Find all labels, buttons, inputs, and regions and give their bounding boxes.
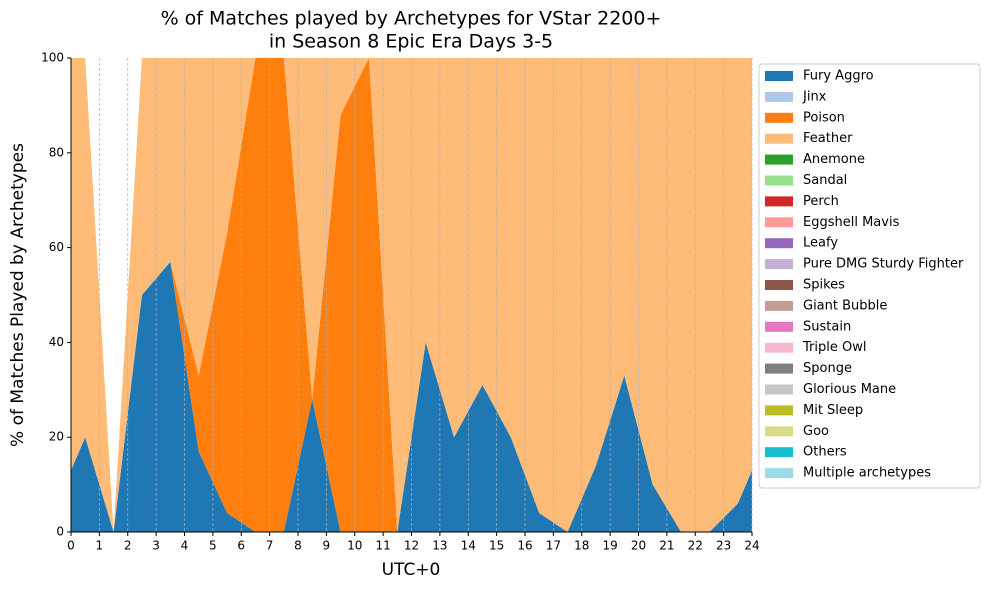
x-tick-label: 19 [602, 539, 617, 553]
legend: Fury Aggro Jinx Poison Feather Anemone Sandal… [765, 69, 964, 481]
legend-swatch [765, 300, 793, 311]
y-tick-label: 0 [56, 525, 64, 539]
x-tick-label: 2 [124, 539, 132, 553]
legend-swatch [765, 321, 793, 332]
legend-label: Anemone [803, 152, 865, 167]
legend-label: Leafy [803, 236, 838, 251]
y-tick-label: 40 [49, 335, 64, 349]
x-tick-label: 10 [347, 539, 362, 553]
x-tick-label: 13 [432, 539, 447, 553]
y-tick-label: 60 [49, 240, 64, 254]
legend-label: Jinx [802, 89, 827, 104]
legend-swatch [765, 259, 793, 270]
legend-swatch [765, 447, 793, 458]
legend-label: Eggshell Mavis [803, 215, 900, 230]
x-tick-label: 1 [96, 539, 104, 553]
legend-label: Sponge [803, 361, 852, 376]
x-tick-label: 17 [546, 539, 561, 553]
legend-label: Perch [803, 194, 839, 209]
x-tick-label: 24 [744, 539, 759, 553]
legend-swatch [765, 112, 793, 123]
legend-swatch [765, 384, 793, 395]
chart-title: in Season 8 Epic Era Days 3-5 [269, 31, 553, 53]
legend-label: Feather [803, 131, 853, 146]
y-tick-label: 20 [49, 430, 64, 444]
legend-swatch [765, 175, 793, 186]
legend-swatch [765, 280, 793, 290]
legend-label: Glorious Mane [803, 382, 896, 397]
x-tick-label: 16 [517, 539, 532, 553]
x-tick-label: 0 [67, 539, 75, 553]
legend-label: Mit Sleep [803, 403, 863, 418]
x-tick-label: 7 [266, 539, 274, 553]
legend-label: Fury Aggro [803, 69, 874, 84]
x-tick-label: 8 [294, 539, 302, 553]
x-tick-label: 12 [404, 539, 419, 553]
legend-label: Giant Bubble [803, 298, 887, 313]
x-tick-label: 21 [659, 539, 674, 553]
legend-label: Spikes [803, 278, 845, 293]
legend-swatch [765, 196, 793, 207]
legend-label: Others [803, 445, 847, 460]
legend-swatch [765, 133, 793, 144]
x-tick-label: 23 [716, 539, 731, 553]
y-tick-label: 80 [49, 145, 64, 159]
legend-swatch [765, 238, 793, 249]
x-tick-label: 9 [323, 539, 331, 553]
x-tick-label: 4 [181, 539, 189, 553]
legend-label: Triple Owl [802, 340, 866, 355]
legend-label: Sandal [803, 173, 847, 188]
x-tick-label: 6 [237, 539, 245, 553]
legend-swatch [765, 91, 793, 102]
legend-label: Pure DMG Sturdy Fighter [803, 257, 964, 272]
legend-swatch [765, 342, 793, 353]
y-axis-label: % of Matches Played by Archetypes [8, 143, 28, 447]
legend-swatch [765, 405, 793, 416]
legend-swatch [765, 363, 793, 374]
legend-label: Goo [803, 424, 829, 439]
legend-swatch [765, 468, 793, 479]
x-tick-label: 5 [209, 539, 217, 553]
x-tick-label: 3 [152, 539, 160, 553]
legend-label: Sustain [803, 319, 851, 334]
x-tick-label: 18 [574, 539, 589, 553]
legend-swatch [765, 426, 793, 437]
area [71, 261, 752, 532]
chart-title: % of Matches played by Archetypes for VS… [161, 8, 662, 30]
legend-box [758, 63, 981, 489]
legend-swatch [765, 217, 793, 228]
legend-label: Multiple archetypes [803, 466, 931, 481]
legend-swatch [765, 71, 793, 81]
x-tick-label: 11 [375, 539, 390, 553]
x-tick-label: 22 [688, 539, 703, 553]
x-axis-label: UTC+0 [382, 560, 441, 580]
x-tick-label: 15 [489, 539, 504, 553]
x-tick-label: 14 [461, 539, 476, 553]
legend-swatch [765, 154, 793, 165]
legend-label: Poison [803, 110, 845, 125]
x-tick-label: 20 [631, 539, 646, 553]
plot-area: 0 1 2 3 4 5 6 7 8 9 10 11 12 13 14 15 16 17 18 19 20 21 22 23 24… [41, 51, 760, 553]
y-tick-label: 100 [41, 51, 64, 65]
